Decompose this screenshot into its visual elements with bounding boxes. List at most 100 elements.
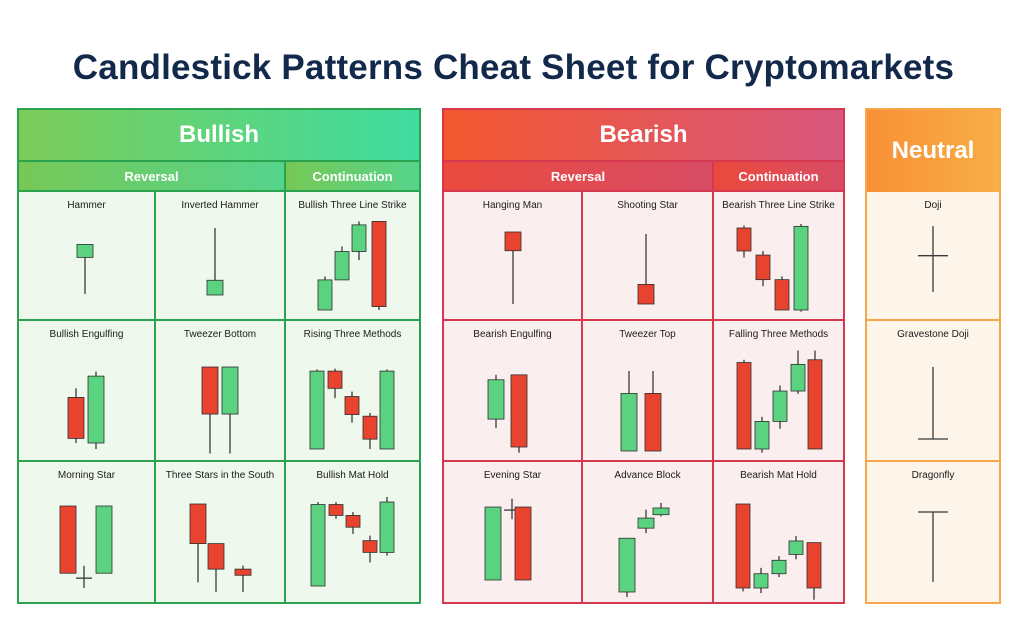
candle [918, 367, 948, 440]
candlestick-chart [59, 505, 113, 588]
bullish-candle-body [351, 224, 367, 252]
bullish-pattern-cell: Rising Three Methods [286, 321, 419, 462]
candle [201, 366, 219, 454]
candle [484, 506, 502, 581]
candle [790, 350, 806, 394]
pattern-label: Bearish Three Line Strike [722, 200, 835, 211]
pattern-label: Dragonfly [911, 470, 955, 481]
candle [327, 368, 343, 399]
bearish-reversal-header: Reversal [444, 160, 714, 192]
candle [807, 350, 823, 450]
pattern-label: Shooting Star [617, 200, 678, 211]
candlestick-chart [487, 374, 528, 453]
candlestick-chart [310, 496, 395, 587]
bearish-candle-body [510, 374, 528, 448]
candle [487, 374, 505, 429]
candle [736, 359, 752, 450]
candle [504, 231, 522, 304]
pattern-label: Rising Three Methods [303, 329, 402, 340]
candle [806, 542, 822, 600]
candlestick-chart [637, 234, 655, 305]
bullish-candle-body [95, 505, 113, 574]
candle [620, 371, 638, 452]
candle [59, 505, 77, 574]
candle [735, 503, 751, 592]
candle [362, 535, 378, 563]
bearish-candle-body [755, 254, 771, 281]
candlestick-chart [484, 498, 532, 581]
bullish-candle-body [790, 363, 806, 392]
candle [362, 412, 378, 449]
bullish-candle-body [772, 390, 788, 422]
pattern-label: Morning Star [57, 470, 116, 481]
candle [379, 369, 395, 450]
bearish-candle-body [774, 279, 790, 311]
bearish-pattern-cell: Falling Three Methods [714, 321, 843, 462]
candle [317, 276, 333, 311]
bearish-candle-body [736, 362, 752, 450]
bearish-candle-body [806, 542, 822, 589]
candle [76, 565, 92, 588]
bearish-pattern-cell: Bearish Three Line Strike [714, 192, 843, 321]
candlestick-chart [918, 226, 948, 292]
bullish-candle-body [87, 375, 105, 444]
candle [514, 506, 532, 581]
candle [736, 225, 752, 258]
candle [637, 509, 655, 534]
bearish-candle-body [59, 505, 77, 574]
pattern-label: Tweezer Bottom [183, 329, 257, 340]
bearish-candle-body [637, 284, 655, 305]
candle [379, 496, 395, 556]
bullish-pattern-cell: Morning Star [19, 462, 156, 602]
bearish-candle-body [736, 227, 752, 252]
bearish-pattern-cell: Evening Star [444, 462, 583, 602]
bullish-candle-body [379, 501, 395, 553]
neutral-pattern-cell: Doji [867, 192, 999, 321]
bearish-pattern-cell: Advance Block [583, 462, 714, 602]
bullish-reversal-header: Reversal [19, 160, 286, 192]
candle [771, 556, 787, 578]
bullish-candle-body [309, 370, 325, 450]
neutral-panel: Neutral Doji Gravestone Doji Dragonfly [865, 108, 1001, 604]
candlestick-chart [736, 223, 809, 312]
candle [95, 505, 113, 574]
bullish-candle-body [206, 279, 224, 296]
bearish-header: Bearish [444, 110, 843, 160]
candle [189, 503, 207, 583]
candle [618, 537, 636, 598]
pattern-label: Bullish Three Line Strike [298, 200, 407, 211]
bullish-candle-body [334, 251, 350, 281]
pattern-label: Tweezer Top [619, 329, 676, 340]
candle [334, 246, 350, 281]
bullish-candle-body [76, 244, 94, 258]
pattern-label: Falling Three Methods [728, 329, 829, 340]
neutral-pattern-cell: Dragonfly [867, 462, 999, 602]
candle [328, 502, 344, 519]
candlestick-chart [618, 502, 670, 598]
bullish-candle-body [788, 540, 804, 555]
bearish-candle-body [189, 503, 207, 544]
bullish-pattern-cell: Three Stars in the South [156, 462, 286, 602]
bullish-pattern-cell: Tweezer Bottom [156, 321, 286, 462]
bearish-pattern-cell: Shooting Star [583, 192, 714, 321]
bearish-candle-body [207, 543, 225, 570]
bullish-candle-body [618, 537, 636, 593]
bearish-candle-body [327, 370, 343, 389]
candle [207, 543, 225, 592]
candlestick-chart [736, 350, 823, 453]
neutral-header: Neutral [867, 110, 999, 192]
bullish-panel: Bullish Reversal Continuation Hammer Inve… [17, 108, 421, 604]
bullish-candle-body [487, 379, 505, 420]
bullish-candle-body [221, 366, 239, 415]
bearish-candle-body [328, 504, 344, 516]
bullish-candle-body [379, 370, 395, 450]
bullish-pattern-cell: Bullish Engulfing [19, 321, 156, 462]
candle [652, 502, 670, 517]
candlestick-chart [918, 511, 948, 582]
bullish-pattern-cell: Inverted Hammer [156, 192, 286, 321]
bearish-panel: Bearish Reversal Continuation Hanging Ma… [442, 108, 845, 604]
bullish-candle-body [317, 279, 333, 311]
bearish-pattern-cell: Bearish Mat Hold [714, 462, 843, 602]
bullish-header: Bullish [19, 110, 419, 160]
candle [76, 244, 94, 294]
